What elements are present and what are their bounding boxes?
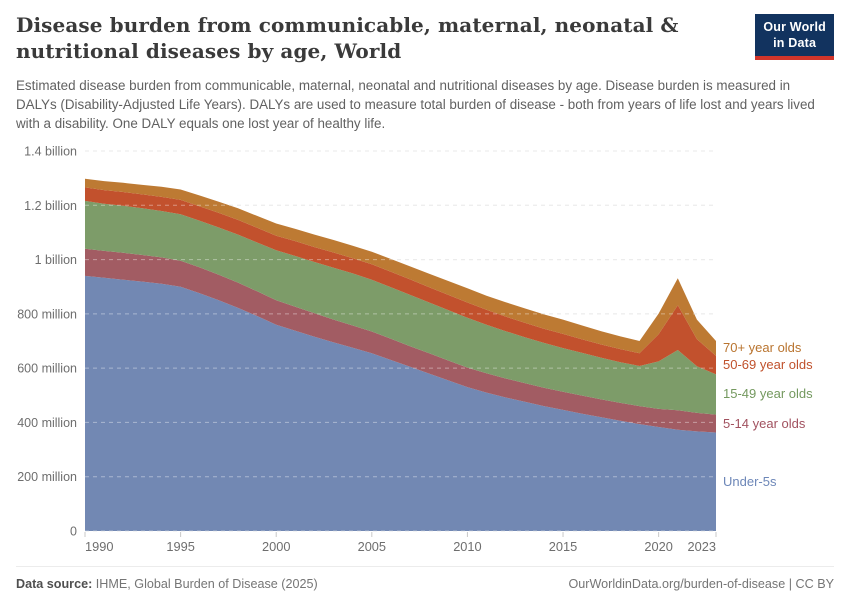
legend-label-50-69-year-olds[interactable]: 50-69 year olds xyxy=(723,357,813,373)
y-tick-0: 0 xyxy=(70,525,77,539)
legend-label-5-14-year-olds[interactable]: 5-14 year olds xyxy=(723,415,806,431)
area-under-5s[interactable] xyxy=(85,275,716,531)
x-tick-2015: 2015 xyxy=(549,539,577,554)
x-tick-2000: 2000 xyxy=(262,539,290,554)
y-tick-1400: 1.4 billion xyxy=(24,145,77,159)
owid-logo-line1: Our World xyxy=(763,20,826,34)
y-tick-1000: 1 billion xyxy=(35,253,77,267)
legend-label-15-49-year-olds[interactable]: 15-49 year olds xyxy=(723,386,813,402)
owid-logo-line2: in Data xyxy=(773,35,817,50)
legend-label-70-year-olds[interactable]: 70+ year olds xyxy=(723,340,802,356)
y-tick-600: 600 million xyxy=(17,362,77,376)
y-tick-400: 400 million xyxy=(17,416,77,430)
data-source-label: Data source: xyxy=(16,576,93,591)
chart-header: Disease burden from communicable, matern… xyxy=(16,12,834,133)
x-tick-2023: 2023 xyxy=(688,539,716,554)
chart-footer: Data source: IHME, Global Burden of Dise… xyxy=(16,566,834,600)
x-tick-1995: 1995 xyxy=(166,539,194,554)
x-tick-2010: 2010 xyxy=(453,539,481,554)
area-70-year-olds[interactable] xyxy=(85,178,716,356)
y-tick-1200: 1.2 billion xyxy=(24,199,77,213)
x-tick-1990: 1990 xyxy=(85,539,113,554)
data-source-value: IHME, Global Burden of Disease (2025) xyxy=(95,576,318,591)
area-50-69-year-olds[interactable] xyxy=(85,187,716,375)
chart-title: Disease burden from communicable, matern… xyxy=(16,13,679,64)
area-15-49-year-olds[interactable] xyxy=(85,200,716,415)
data-source: Data source: IHME, Global Burden of Dise… xyxy=(16,577,318,591)
area-5-14-year-olds[interactable] xyxy=(85,248,716,433)
legend-label-under-5s[interactable]: Under-5s xyxy=(723,473,777,489)
x-tick-2005: 2005 xyxy=(358,539,386,554)
y-tick-200: 200 million xyxy=(17,470,77,484)
x-tick-2020: 2020 xyxy=(644,539,672,554)
owid-logo: Our World in Data xyxy=(755,14,834,61)
y-tick-800: 800 million xyxy=(17,307,77,321)
chart-subtitle: Estimated disease burden from communicab… xyxy=(16,77,815,131)
owid-credit-link[interactable]: OurWorldinData.org/burden-of-disease | C… xyxy=(568,576,834,591)
